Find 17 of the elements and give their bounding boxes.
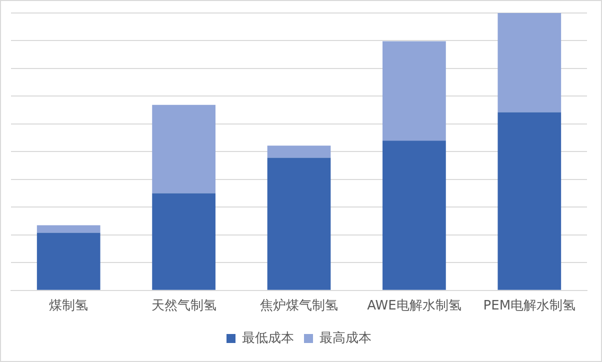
bar [267, 146, 331, 158]
bar [382, 41, 446, 141]
bar [382, 140, 446, 290]
bar [152, 104, 216, 194]
bar [498, 13, 562, 112]
x-tick-label: 煤制氢 [49, 298, 88, 314]
x-tick-label: 天然气制氢 [151, 298, 216, 314]
x-tick-label: 焦炉煤气制氢 [260, 298, 338, 314]
bar [267, 158, 331, 290]
bar [498, 112, 562, 290]
x-tick-label: AWE电解水制氢 [367, 298, 462, 314]
legend-label: 最高成本 [320, 330, 372, 346]
bar [152, 193, 216, 290]
x-tick-label: PEM电解水制氢 [483, 298, 576, 314]
bar [36, 232, 100, 290]
bar [36, 225, 100, 233]
legend-label: 最低成本 [242, 330, 294, 346]
